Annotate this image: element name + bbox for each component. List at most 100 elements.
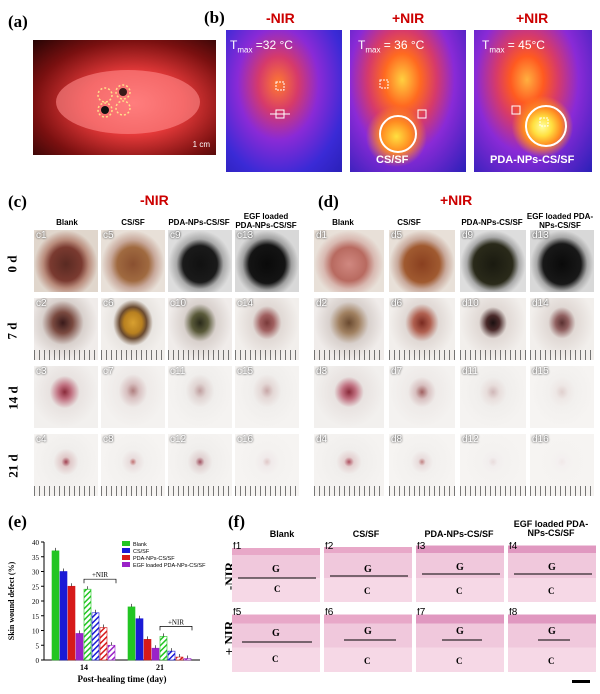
wound-photo: d10 <box>460 298 526 360</box>
wound-photo: c1 <box>34 230 98 292</box>
annotation-label: +NIR <box>92 571 108 579</box>
y-tick-label: 0 <box>36 657 40 665</box>
panel-d-col-3: EGF loaded PDA-NPs-CS/SF <box>526 212 594 230</box>
panel-c-title: -NIR <box>140 192 169 208</box>
wound-photo: c10 <box>168 298 232 360</box>
wound-photo: d4 <box>314 434 384 496</box>
wound-photo: d14 <box>530 298 594 360</box>
y-tick-label: 35 <box>32 554 40 562</box>
bar <box>151 647 160 661</box>
thermal-3-markers <box>511 105 567 147</box>
panel-d-col-1: CS/SF <box>397 218 421 227</box>
panel-b-label: (b) <box>204 8 225 27</box>
bar <box>143 639 152 661</box>
histology-image: f1 G C <box>232 542 320 602</box>
bar <box>67 585 76 661</box>
panel-c-row-0: 0 d <box>4 255 20 273</box>
wound-photo: d11 <box>460 366 526 428</box>
bar <box>99 627 108 661</box>
wound-photo: c4 <box>34 434 98 496</box>
thermal-3-tmax: Tmax = 45°C <box>482 38 545 55</box>
wound-photo: d1 <box>314 230 384 292</box>
thermal-image-2: Tmax = 36 °C CS/SF <box>350 30 466 172</box>
wound-photo: c14 <box>235 298 299 360</box>
panel-d-col-0: Blank <box>332 218 354 227</box>
mouse-photo: 1 cm <box>33 40 216 155</box>
bar <box>159 636 168 661</box>
thermal-2-markers <box>379 79 427 153</box>
wound-photo: d12 <box>460 434 526 496</box>
wound-photo: d2 <box>314 298 384 360</box>
wound-photo: d8 <box>389 434 455 496</box>
wound-photo: c9 <box>168 230 232 292</box>
wound-photo: c6 <box>101 298 165 360</box>
panel-a-label: (a) <box>8 12 28 31</box>
annotation-bracket <box>83 578 117 584</box>
wound-photo: d16 <box>530 434 594 496</box>
scale-bar <box>572 680 590 683</box>
bar <box>75 633 84 661</box>
wound-photo: c3 <box>34 366 98 428</box>
legend-swatch <box>122 541 130 546</box>
thermal-3-caption: PDA-NPs-CS/SF <box>490 154 575 166</box>
x-axis-label: Post-healing time (day) <box>78 674 167 684</box>
legend-swatch <box>122 548 130 553</box>
thermal-1-markers <box>270 81 290 119</box>
panel-f-col-0: Blank <box>269 529 295 539</box>
bar <box>91 612 100 661</box>
bar <box>127 606 136 661</box>
y-tick-label: 5 <box>36 642 40 650</box>
panel-d-title: +NIR <box>440 192 473 208</box>
y-tick-label: 15 <box>32 613 40 621</box>
y-axis-label: Skin wound defect (%) <box>7 561 16 640</box>
wound-photo: d3 <box>314 366 384 428</box>
y-tick-label: 25 <box>32 583 40 591</box>
histology-image: f7 G C <box>416 608 504 672</box>
annotation-label: +NIR <box>168 618 184 626</box>
legend-swatch <box>122 562 130 567</box>
panel-c-col-0: Blank <box>56 218 78 227</box>
y-tick-label: 30 <box>32 569 40 577</box>
bar <box>135 618 144 661</box>
legend-label: Blank <box>133 542 147 548</box>
wound-photo: d9 <box>460 230 526 292</box>
legend-swatch <box>122 555 130 560</box>
panel-f-col-2: PDA-NPs-CS/SF <box>424 529 494 539</box>
panel-c-row-3: 21 d <box>5 454 21 478</box>
thermal-image-1: -NIR Tmax =32 °C <box>226 30 342 172</box>
histology-image: f6 G C <box>324 608 412 672</box>
thermal-2-heading: +NIR <box>392 10 425 26</box>
thermal-2-caption: CS/SF <box>376 154 409 166</box>
histology-image: f4 G C <box>508 542 596 602</box>
panel-d-col-2: PDA-NPs-CS/SF <box>461 218 523 227</box>
scale-bar-label: 1 cm <box>192 140 210 149</box>
panel-c-label: (c) <box>8 192 27 211</box>
thermal-1-heading: -NIR <box>266 10 295 26</box>
mouse-illustration <box>56 70 200 134</box>
panel-c-col-1: CS/SF <box>121 218 145 227</box>
legend-label: EGF loaded PDA-NPs-CS/SF <box>133 563 206 569</box>
thermal-1-tmax: Tmax =32 °C <box>230 38 293 55</box>
wound-photo: c8 <box>101 434 165 496</box>
wound-defect-bar-chart: 0 5 10 15 20 25 30 35 40 14 +NIR 21 +NIR Post-healing… <box>7 539 206 684</box>
wound-photo: c11 <box>168 366 232 428</box>
histology-image: f5 G C <box>232 608 320 672</box>
legend-label: CS/SF <box>133 549 150 555</box>
bar <box>51 550 60 661</box>
histology-image: f2 G C <box>324 542 412 602</box>
panel-f-col-1: CS/SF <box>352 529 380 539</box>
thermal-2-tmax: Tmax = 36 °C <box>358 38 425 55</box>
x-tick-label: 21 <box>156 663 164 672</box>
wound-photo: c7 <box>101 366 165 428</box>
wound-photo: d15 <box>530 366 594 428</box>
wound-photo: c16 <box>235 434 299 496</box>
x-tick-label: 14 <box>80 663 88 672</box>
wound-photo: d13 <box>530 230 594 292</box>
panel-c-row-2: 14 d <box>5 386 21 410</box>
bar <box>83 588 92 661</box>
bar <box>59 571 68 661</box>
panel-f-col-3: EGF loaded PDA-NPs-CS/SF <box>513 519 589 538</box>
panel-c-col-3: EGF loaded PDA-NPs-CS/SF <box>235 212 297 230</box>
bar <box>175 656 184 661</box>
wound-photo: d7 <box>389 366 455 428</box>
